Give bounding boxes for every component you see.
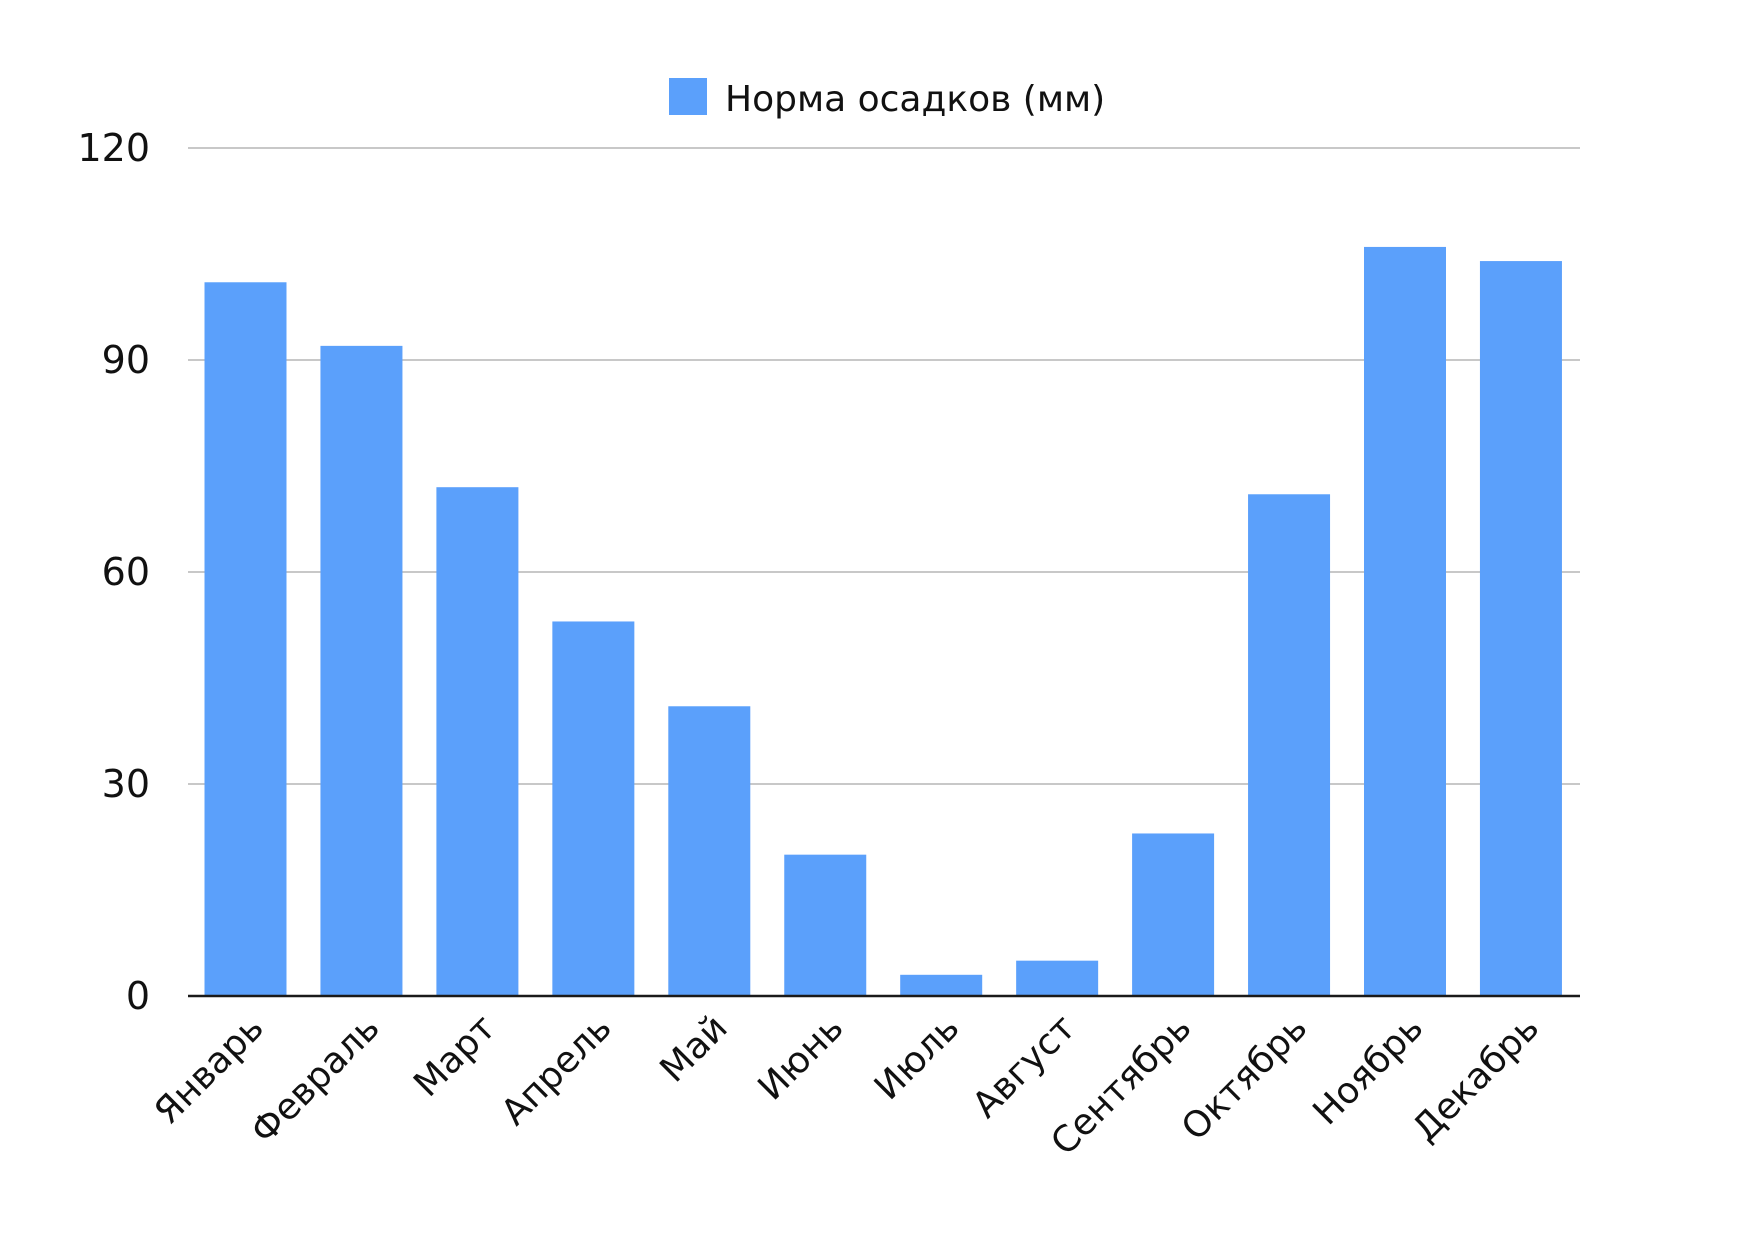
bar-9 [1132, 833, 1215, 996]
gridlines [188, 147, 1580, 785]
y-tick-label: 90 [102, 338, 150, 382]
bar-3 [436, 487, 519, 996]
legend-swatch [669, 78, 707, 115]
bars [204, 246, 1562, 997]
bar-6 [784, 854, 867, 996]
bar-10 [1248, 494, 1331, 996]
bar-1 [204, 282, 287, 996]
y-tick-label: 30 [102, 762, 150, 806]
y-axis-ticks: 0 30 60 90 120 [77, 126, 150, 1018]
x-tick-label: Март [406, 1007, 504, 1105]
bar-8 [1016, 960, 1099, 996]
bar-4 [552, 621, 635, 996]
bar-2 [320, 345, 403, 996]
x-tick-label: Октябрь [1174, 1007, 1315, 1148]
legend-label: Норма осадков (мм) [725, 79, 1105, 120]
x-tick-label: Апрель [494, 1007, 620, 1133]
x-tick-label: Июнь [750, 1007, 851, 1108]
y-tick-label: 120 [77, 126, 150, 170]
y-tick-label: 60 [102, 550, 150, 594]
legend: Норма осадков (мм) [669, 78, 1105, 120]
y-tick-label: 0 [126, 974, 150, 1018]
bar-7 [900, 974, 983, 996]
bar-5 [668, 706, 751, 996]
x-tick-label: Декабрь [1405, 1007, 1547, 1149]
x-tick-label: Июль [867, 1007, 968, 1108]
x-tick-label: Май [653, 1007, 736, 1090]
x-tick-label: Февраль [243, 1007, 388, 1152]
x-tick-label: Август [965, 1007, 1084, 1126]
bar-12 [1479, 261, 1562, 997]
bar-11 [1364, 246, 1446, 996]
